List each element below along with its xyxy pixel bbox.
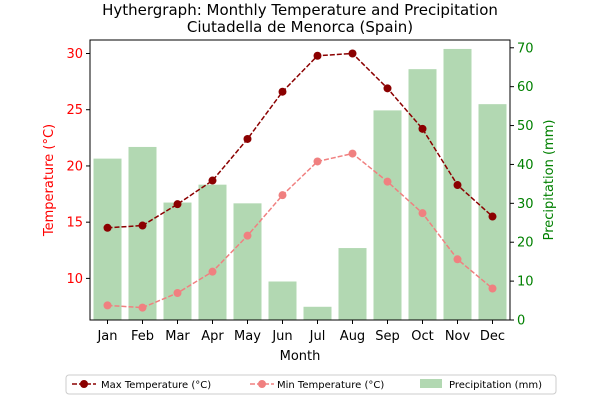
min-temp-point-nov <box>453 255 462 264</box>
min-temp-point-mar <box>173 289 182 298</box>
max-temp-line <box>107 52 494 229</box>
max-temp-point-mar <box>173 200 182 209</box>
max-temp-point-aug <box>348 49 357 58</box>
left-tick-label: 10 <box>66 272 83 287</box>
x-tick-label: Feb <box>131 329 154 344</box>
plot-frame <box>89 39 511 321</box>
max-temp-point-may <box>243 134 252 143</box>
max-temp-point-feb <box>138 221 147 230</box>
legend-marker-max-temp <box>80 380 88 388</box>
precipitation-bar-feb <box>128 146 157 320</box>
legend-label-precipitation: Precipitation (mm) <box>449 380 542 391</box>
left-axis-label: Temperature (°C) <box>42 124 57 237</box>
precipitation-bars <box>93 48 507 321</box>
x-tick-label: Jul <box>309 329 326 344</box>
right-axis-label: Precipitation (mm) <box>542 120 557 241</box>
max-temp-point-sep <box>383 84 392 93</box>
legend-label-max-temp: Max Temperature (°C) <box>101 380 211 391</box>
precipitation-bar-jan <box>93 158 122 320</box>
max-temp-point-dec <box>488 212 497 221</box>
legend-label-min-temp: Min Temperature (°C) <box>277 380 384 391</box>
x-tick-label: Jan <box>96 329 117 344</box>
x-tick-label: Sep <box>375 329 400 344</box>
min-temp-point-may <box>243 231 252 240</box>
left-tick-label: 25 <box>66 103 83 118</box>
min-temp-point-sep <box>383 177 392 186</box>
min-temp-point-dec <box>488 284 497 293</box>
legend-marker-min-temp <box>258 380 266 388</box>
x-tick-label: Dec <box>480 329 505 344</box>
min-temp-point-jun <box>278 191 287 200</box>
max-temp-point-jan <box>103 223 112 232</box>
chart-title: Hythergraph: Monthly Temperature and Pre… <box>102 1 498 19</box>
x-tick-label: Oct <box>411 329 433 344</box>
precipitation-bar-jul <box>303 306 332 320</box>
legend: Max Temperature (°C) Min Temperature (°C… <box>65 374 557 395</box>
x-tick-label: May <box>234 329 261 344</box>
min-temp-point-apr <box>208 267 217 276</box>
min-temp-point-oct <box>418 209 427 218</box>
precipitation-bar-may <box>233 203 262 320</box>
right-tick-label: 0 <box>517 314 525 329</box>
max-temp-point-jun <box>278 87 287 96</box>
min-temp-point-jul <box>313 157 322 166</box>
legend-swatch-precipitation <box>420 379 442 388</box>
precipitation-bar-apr <box>198 184 227 320</box>
left-tick-label: 15 <box>66 216 83 231</box>
x-tick-label: Mar <box>165 329 190 344</box>
x-axis-ticks: Jan Feb Mar Apr May Jun Jul Aug Sep Oct Nov Dec <box>96 320 505 344</box>
min-temp-point-feb <box>138 303 147 312</box>
min-temp-point-jan <box>103 301 112 310</box>
x-tick-label: Aug <box>340 329 365 344</box>
x-tick-label: Nov <box>445 329 471 344</box>
right-tick-label: 70 <box>517 41 534 56</box>
left-tick-label: 30 <box>66 47 83 62</box>
right-axis-ticks: 0 10 20 30 40 50 60 70 <box>510 41 534 329</box>
right-tick-label: 60 <box>517 80 534 95</box>
precipitation-bar-aug <box>338 248 367 320</box>
min-temp-line <box>107 152 493 309</box>
precipitation-bar-jun <box>268 281 297 320</box>
max-temp-point-apr <box>208 176 217 185</box>
temperature-lines <box>103 49 497 312</box>
max-temp-point-nov <box>453 181 462 190</box>
max-temp-point-oct <box>418 124 427 133</box>
precipitation-bar-dec <box>478 104 507 321</box>
chart-subtitle: Ciutadella de Menorca (Spain) <box>187 18 413 36</box>
right-tick-label: 30 <box>517 197 534 212</box>
right-tick-label: 10 <box>517 275 534 290</box>
right-tick-label: 40 <box>517 158 534 173</box>
precipitation-bar-mar <box>163 202 192 320</box>
right-tick-label: 50 <box>517 119 534 134</box>
precipitation-bar-sep <box>373 110 402 320</box>
min-temp-point-aug <box>348 149 357 158</box>
x-tick-label: Apr <box>201 329 224 344</box>
precipitation-bar-oct <box>408 69 437 321</box>
right-tick-label: 20 <box>517 236 534 251</box>
max-temp-point-jul <box>313 51 322 60</box>
left-tick-label: 20 <box>66 159 83 174</box>
x-axis-label: Month <box>280 349 321 364</box>
x-tick-label: Jun <box>271 329 292 344</box>
left-axis-ticks: 10 15 20 25 30 <box>66 47 90 287</box>
